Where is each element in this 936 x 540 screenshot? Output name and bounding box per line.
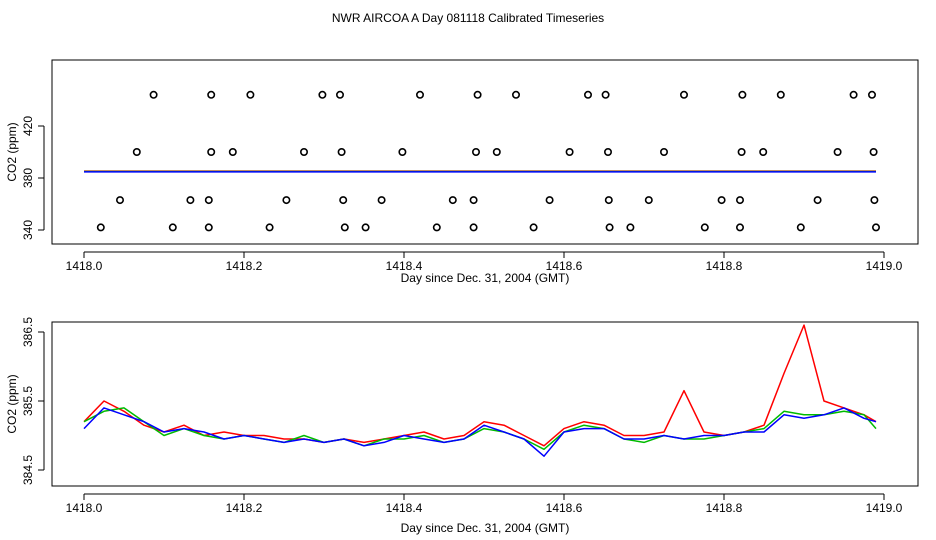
data-point	[415, 90, 424, 99]
figure-title: NWR AIRCOA A Day 081118 Calibrated Times…	[332, 11, 604, 25]
data-point	[529, 223, 538, 232]
data-point	[833, 148, 842, 157]
data-point	[377, 196, 386, 205]
plot-frame-top	[51, 59, 919, 245]
data-point	[717, 196, 726, 205]
x-tick-label: 1418.2	[226, 259, 263, 273]
x-tick-label: 1418.0	[66, 259, 103, 273]
x-tick-label: 1418.2	[226, 501, 263, 515]
data-point	[339, 196, 348, 205]
panel-bottom: 1418.0 1418.2 1418.4 1418.6 1418.8 1419.0 384…	[5, 317, 919, 535]
data-point	[659, 148, 668, 157]
data-point	[565, 148, 574, 157]
data-point	[340, 223, 349, 232]
data-point	[849, 90, 858, 99]
y-tick-label: 380	[21, 168, 35, 188]
data-point	[204, 223, 213, 232]
data-point	[318, 90, 327, 99]
panel-top: 1418.0 1418.2 1418.4 1418.6 1418.8 1419.0 340…	[5, 59, 919, 285]
data-point	[735, 223, 744, 232]
data-point	[335, 90, 344, 99]
data-point	[337, 148, 346, 157]
data-point	[96, 223, 105, 232]
data-point	[246, 90, 255, 99]
data-point	[644, 196, 653, 205]
data-point	[228, 148, 237, 157]
data-point	[605, 223, 614, 232]
data-point	[679, 90, 688, 99]
data-point	[469, 223, 478, 232]
x-axis-label-top: Day since Dec. 31, 2004 (GMT)	[401, 271, 570, 285]
y-tick-label: 386.5	[21, 317, 35, 347]
y-tick-label: 340	[21, 220, 35, 240]
data-point	[471, 148, 480, 157]
data-point	[601, 90, 610, 99]
data-point	[737, 148, 746, 157]
data-point	[871, 223, 880, 232]
data-point	[282, 196, 291, 205]
data-point	[132, 148, 141, 157]
x-tick-label: 1418.6	[546, 501, 583, 515]
data-point	[869, 148, 878, 157]
x-tick-label: 1418.6	[546, 259, 583, 273]
data-point	[492, 148, 501, 157]
data-point	[207, 90, 216, 99]
data-point	[265, 223, 274, 232]
data-point	[186, 196, 195, 205]
data-point	[870, 196, 879, 205]
x-tick-label: 1418.4	[386, 501, 423, 515]
data-point	[149, 90, 158, 99]
data-point	[168, 223, 177, 232]
x-axis-label-bottom: Day since Dec. 31, 2004 (GMT)	[401, 521, 570, 535]
data-point	[204, 196, 213, 205]
data-point	[361, 223, 370, 232]
data-point	[604, 196, 613, 205]
y-tick-label: 385.5	[21, 386, 35, 416]
data-point	[759, 148, 768, 157]
data-point	[583, 90, 592, 99]
x-tick-label: 1419.0	[866, 259, 903, 273]
y-ticks-top: 340 380 420	[21, 116, 45, 240]
data-point	[813, 196, 822, 205]
data-point	[469, 196, 478, 205]
data-point	[116, 196, 125, 205]
data-point	[738, 90, 747, 99]
y-tick-label: 384.5	[21, 455, 35, 485]
data-point	[473, 90, 482, 99]
data-point	[735, 196, 744, 205]
x-tick-label: 1418.8	[706, 259, 743, 273]
x-tick-label: 1419.0	[866, 501, 903, 515]
data-point	[867, 90, 876, 99]
data-point	[207, 148, 216, 157]
data-point	[398, 148, 407, 157]
x-tick-label: 1418.8	[706, 501, 743, 515]
data-point	[603, 148, 612, 157]
y-ticks-bottom: 384.5 385.5 386.5	[21, 317, 45, 485]
data-point	[545, 196, 554, 205]
plot-frame-bottom	[51, 321, 919, 487]
data-point	[776, 90, 785, 99]
series-line	[83, 324, 877, 447]
series-line	[83, 407, 877, 457]
data-point	[299, 148, 308, 157]
y-axis-label-bottom: CO2 (ppm)	[5, 374, 19, 433]
x-ticks-bottom: 1418.0 1418.2 1418.4 1418.6 1418.8 1419.0	[66, 493, 903, 515]
data-point	[626, 223, 635, 232]
series-layer-top	[84, 90, 880, 232]
data-point	[511, 90, 520, 99]
series-line	[83, 407, 877, 451]
x-tick-label: 1418.4	[386, 259, 423, 273]
data-point	[432, 223, 441, 232]
x-ticks-top: 1418.0 1418.2 1418.4 1418.6 1418.8 1419.0	[66, 251, 903, 273]
data-point	[700, 223, 709, 232]
series-layer-bottom	[83, 324, 877, 457]
x-tick-label: 1418.0	[66, 501, 103, 515]
data-point	[796, 223, 805, 232]
y-axis-label-top: CO2 (ppm)	[5, 122, 19, 181]
y-tick-label: 420	[21, 116, 35, 136]
data-point	[448, 196, 457, 205]
